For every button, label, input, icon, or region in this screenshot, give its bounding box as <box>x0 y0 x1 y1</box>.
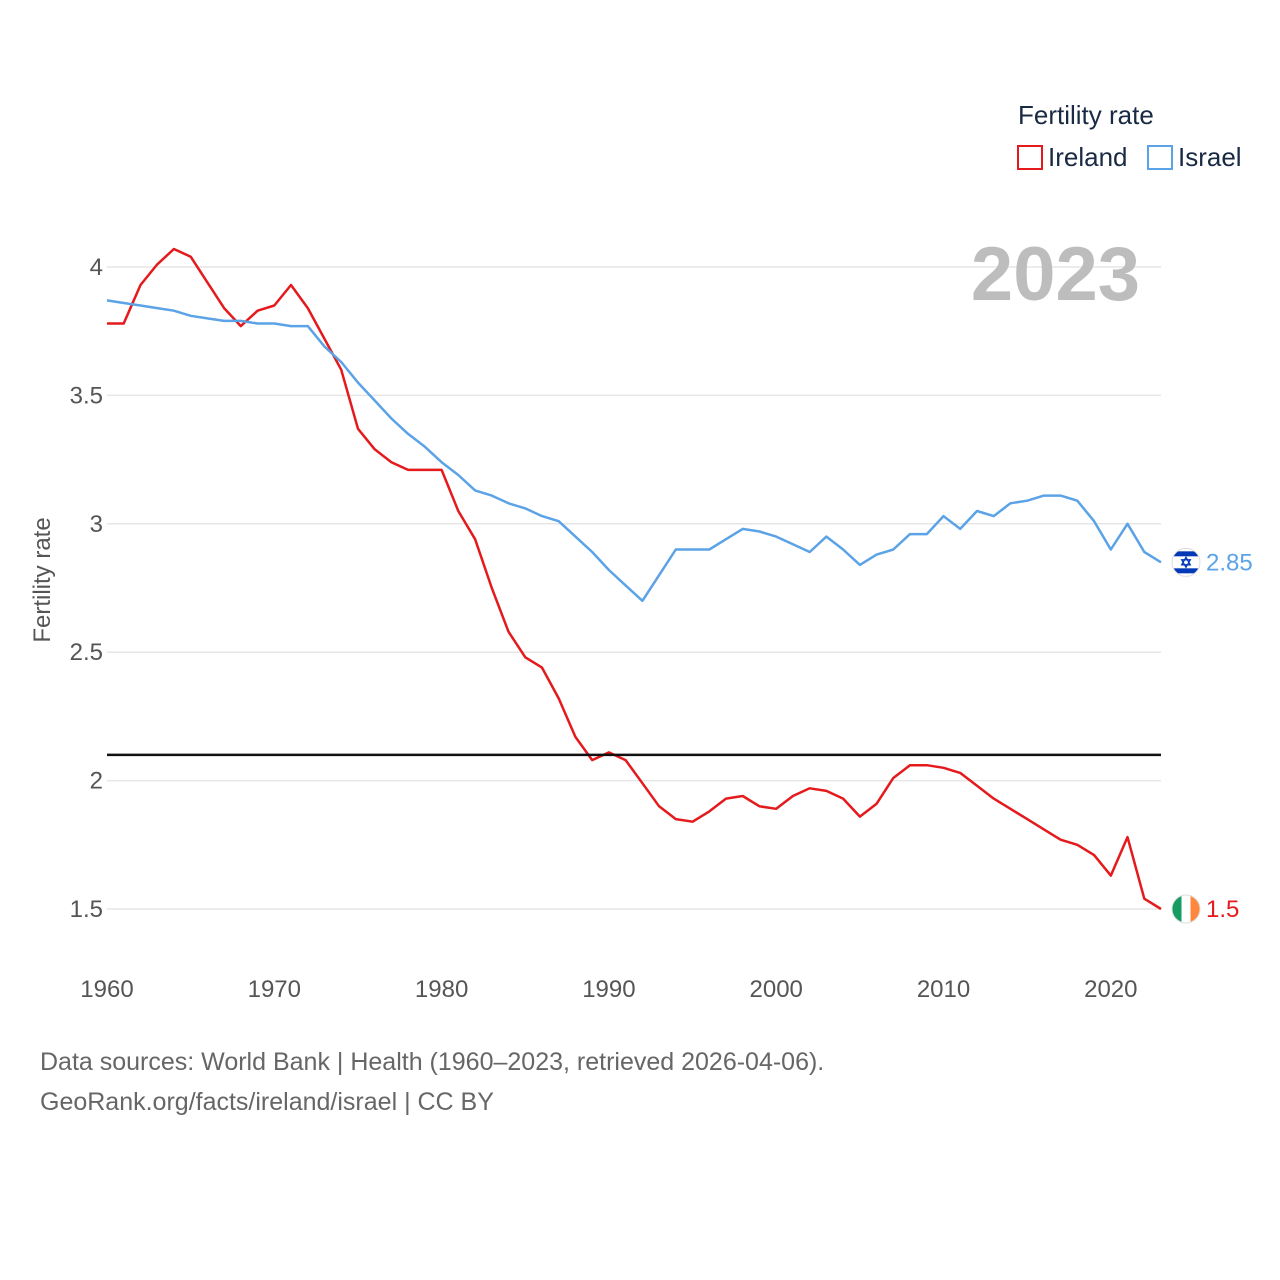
y-tick-label: 4 <box>90 254 103 281</box>
end-value-label-ireland: 1.5 <box>1206 896 1239 923</box>
y-axis-title: Fertility rate <box>29 517 56 642</box>
x-tick-label: 2010 <box>917 976 970 1003</box>
footer: Data sources: World Bank | Health (1960–… <box>40 1042 824 1122</box>
series-line-ireland[interactable] <box>107 247 1162 911</box>
israel-flag-icon <box>1171 547 1201 577</box>
grid-lines <box>107 266 1161 910</box>
end-value-label-israel: 2.85 <box>1206 549 1253 576</box>
x-axis-ticks: 1960 1970 1980 1990 2000 2010 2020 <box>80 976 1137 1003</box>
current-year-label: 2023 <box>971 232 1140 317</box>
series-lines <box>106 247 1162 911</box>
x-tick-label: 2020 <box>1084 976 1137 1003</box>
series-line-israel[interactable] <box>106 299 1162 603</box>
legend-swatch-ireland <box>1017 145 1043 170</box>
footer-sources: Data sources: World Bank | Health (1960–… <box>40 1048 825 1076</box>
ireland-flag-icon <box>1171 894 1201 924</box>
legend-title: Fertility rate <box>1018 100 1154 130</box>
x-tick-label: 1980 <box>415 976 468 1003</box>
y-tick-label: 3.5 <box>70 382 103 409</box>
y-tick-label: 2.5 <box>70 639 103 666</box>
legend-label-israel: Israel <box>1178 142 1242 172</box>
legend-item-israel[interactable]: Israel <box>1147 142 1242 172</box>
x-tick-label: 2000 <box>750 976 803 1003</box>
x-tick-label: 1990 <box>582 976 635 1003</box>
end-markers: 1.5 2.85 <box>1171 547 1253 924</box>
x-tick-label: 1960 <box>80 976 133 1003</box>
y-axis-ticks: 1.5 2 2.5 3 3.5 4 <box>70 254 103 923</box>
legend-item-ireland[interactable]: Ireland <box>1017 142 1128 172</box>
legend-label-ireland: Ireland <box>1048 142 1128 172</box>
y-tick-label: 3 <box>90 511 103 538</box>
x-tick-label: 1970 <box>248 976 301 1003</box>
y-tick-label: 2 <box>90 768 103 795</box>
y-tick-label: 1.5 <box>70 896 103 923</box>
legend-swatch-israel <box>1147 145 1173 170</box>
footer-link[interactable]: GeoRank.org/facts/ireland/israel | CC BY <box>40 1088 494 1116</box>
